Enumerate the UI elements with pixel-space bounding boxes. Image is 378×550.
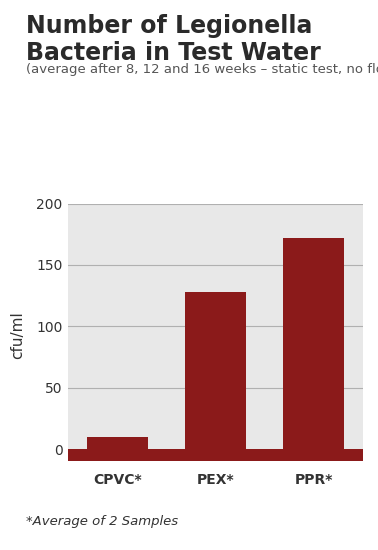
Bar xyxy=(166,204,265,449)
Bar xyxy=(87,437,148,449)
Y-axis label: cfu/ml: cfu/ml xyxy=(10,312,25,359)
Bar xyxy=(283,238,344,449)
Bar xyxy=(185,292,246,449)
Bar xyxy=(265,204,363,449)
Text: Number of Legionella
Bacteria in Test Water: Number of Legionella Bacteria in Test Wa… xyxy=(26,14,321,64)
Bar xyxy=(166,449,265,461)
Bar xyxy=(265,449,363,461)
Text: *Average of 2 Samples: *Average of 2 Samples xyxy=(26,515,178,528)
Bar xyxy=(68,204,166,449)
Bar xyxy=(68,449,166,461)
Text: (average after 8, 12 and 16 weeks – static test, no flow): (average after 8, 12 and 16 weeks – stat… xyxy=(26,63,378,76)
